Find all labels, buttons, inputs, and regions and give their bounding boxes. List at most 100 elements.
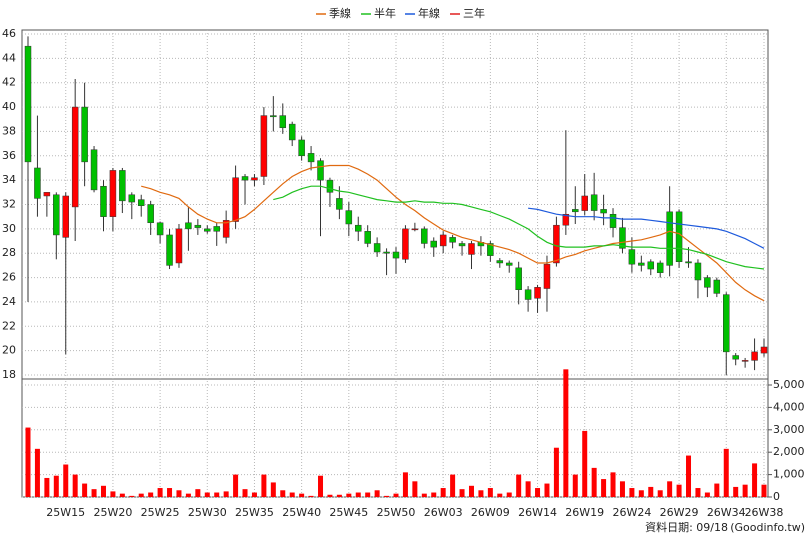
volume-bar: [157, 488, 163, 497]
candle-body: [619, 227, 626, 249]
candle-body: [524, 289, 532, 300]
volume-bar: [34, 448, 40, 497]
y-tick-label: 18: [2, 368, 16, 381]
volume-bar: [374, 490, 380, 497]
x-tick-label: 25W50: [377, 506, 416, 519]
volume-bar: [478, 490, 484, 497]
y-tick-label: 46: [2, 27, 16, 40]
candle-body: [666, 211, 673, 266]
x-tick-label: 26W03: [424, 506, 463, 519]
volume-bar: [468, 485, 474, 497]
candle-body: [62, 195, 69, 238]
ma-line: [141, 164, 765, 302]
volume-bar: [308, 495, 314, 497]
y-tick-label: 38: [2, 124, 16, 137]
candle-body: [43, 192, 51, 197]
candle-body: [553, 224, 560, 264]
candle-body: [723, 294, 730, 353]
volume-bar: [450, 474, 456, 497]
candle-body: [147, 204, 154, 224]
candle-body: [194, 224, 202, 228]
candle-body: [685, 261, 692, 264]
y2-tick-label: 1,000: [773, 468, 805, 481]
x-tick-label: 25W35: [235, 506, 274, 519]
volume-bar: [148, 492, 154, 497]
candle-body: [496, 260, 504, 264]
candle-body: [694, 262, 702, 281]
volume-bar: [91, 489, 97, 497]
candle-body: [222, 220, 230, 238]
volume-bar: [355, 492, 361, 497]
candle-body: [751, 351, 758, 361]
volume-bar: [704, 492, 710, 497]
candle-body: [760, 346, 768, 354]
candle-body: [628, 249, 636, 265]
x-tick-label: 26W09: [471, 506, 510, 519]
volume-bar: [572, 474, 578, 497]
volume-bar: [176, 490, 182, 497]
candle-body: [609, 213, 617, 228]
candle-body: [468, 243, 475, 255]
candle-body: [109, 170, 117, 217]
y2-tick-label: 0: [773, 490, 780, 503]
candle-body: [345, 210, 353, 225]
volume-bar: [129, 495, 135, 497]
volume-bar: [723, 448, 729, 497]
x-tick-label: 25W30: [188, 506, 227, 519]
volume-bar: [657, 490, 663, 497]
volume-bar: [629, 488, 635, 497]
volume-bar: [563, 369, 569, 497]
y-tick-label: 24: [2, 295, 16, 308]
candle-body: [270, 115, 277, 118]
candle-body: [128, 194, 136, 203]
volume-bar: [412, 481, 418, 497]
volume-bar: [733, 486, 739, 497]
volume-bar: [53, 475, 59, 497]
volume-bar: [421, 493, 427, 497]
volume-bar: [695, 488, 701, 497]
candle-body: [166, 234, 173, 266]
y-tick-label: 34: [2, 173, 16, 186]
legend-label: 季線: [329, 6, 351, 20]
volume-bar: [119, 493, 125, 497]
volume-bar: [431, 492, 437, 497]
volume-bar: [752, 463, 758, 497]
volume-bar: [384, 495, 390, 497]
volume-bar: [440, 488, 446, 497]
volume-bar: [761, 484, 767, 497]
candle-body: [307, 153, 315, 163]
y-tick-label: 20: [2, 344, 16, 357]
volume-bar: [610, 472, 616, 497]
candle-body: [515, 267, 522, 291]
candle-body: [355, 224, 362, 232]
candle-body: [638, 262, 645, 266]
candle-body: [298, 139, 305, 157]
candle-body: [421, 228, 428, 244]
candle-body: [449, 237, 456, 243]
candle-body: [383, 251, 390, 254]
candle-body: [204, 228, 211, 232]
candle-body: [185, 222, 192, 230]
volume-bar: [346, 493, 352, 497]
x-tick-label: 25W20: [93, 506, 132, 519]
volume-bar: [336, 494, 342, 497]
y-tick-label: 30: [2, 222, 16, 235]
volume-bar: [742, 484, 748, 497]
candle-body: [713, 279, 721, 294]
volume-bar: [591, 467, 597, 497]
volume-bar: [299, 493, 305, 497]
candle-body: [647, 261, 655, 270]
candle-body: [260, 115, 268, 177]
volume-bar: [223, 491, 229, 497]
candle-body: [241, 176, 249, 181]
marks: [24, 36, 768, 497]
candle-body: [732, 355, 739, 360]
volume-bar: [402, 472, 408, 497]
volume-bar: [233, 474, 239, 497]
volume-bar: [185, 493, 191, 497]
volume-bar: [100, 485, 106, 497]
candle-body: [317, 160, 324, 181]
candle-body: [430, 240, 437, 248]
y-tick-label: 22: [2, 319, 16, 332]
